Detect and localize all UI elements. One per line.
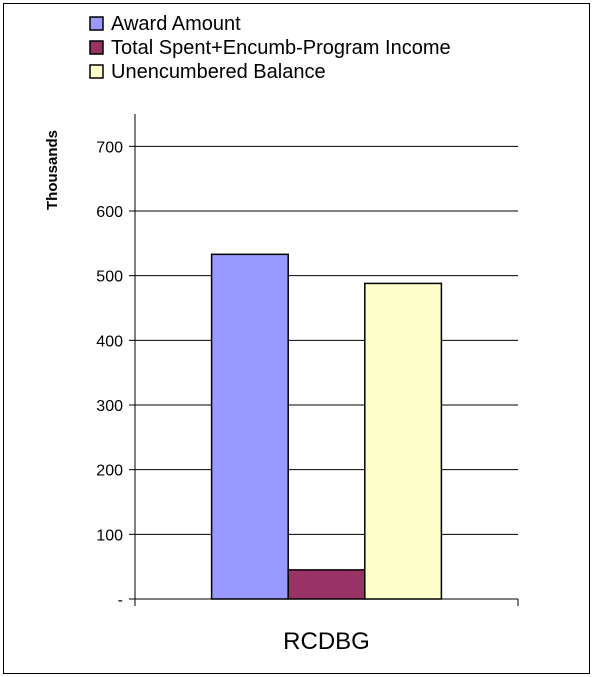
y-tick-label: 400 bbox=[96, 333, 123, 350]
gridlines bbox=[135, 145, 518, 535]
legend-swatch bbox=[89, 40, 104, 55]
bar bbox=[287, 569, 366, 600]
y-tick-label: - bbox=[118, 592, 123, 609]
legend-label: Unencumbered Balance bbox=[111, 61, 326, 83]
x-category-label: RCDBG bbox=[283, 628, 370, 655]
y-tick-label: 200 bbox=[96, 463, 123, 480]
legend-swatch bbox=[89, 64, 104, 79]
legend-label: Award Amount bbox=[111, 13, 241, 35]
legend-label: Total Spent+Encumb-Program Income bbox=[111, 37, 451, 59]
y-tick-label: 300 bbox=[96, 398, 123, 415]
bar bbox=[210, 253, 289, 600]
y-tick-labels: - 100 200 300 400 500 600 700 bbox=[96, 139, 123, 609]
y-tick-label: 500 bbox=[96, 269, 123, 286]
y-axis-label: Thousands bbox=[44, 130, 61, 210]
bars bbox=[210, 253, 443, 600]
y-tick-label: 700 bbox=[96, 139, 123, 156]
y-tick-label: 600 bbox=[96, 204, 123, 221]
axes bbox=[129, 114, 519, 606]
legend-swatch bbox=[89, 16, 104, 31]
chart-frame bbox=[3, 3, 590, 674]
x-category-labels: RCDBG bbox=[283, 628, 370, 655]
y-tick-label: 100 bbox=[96, 527, 123, 544]
bar bbox=[364, 282, 443, 600]
